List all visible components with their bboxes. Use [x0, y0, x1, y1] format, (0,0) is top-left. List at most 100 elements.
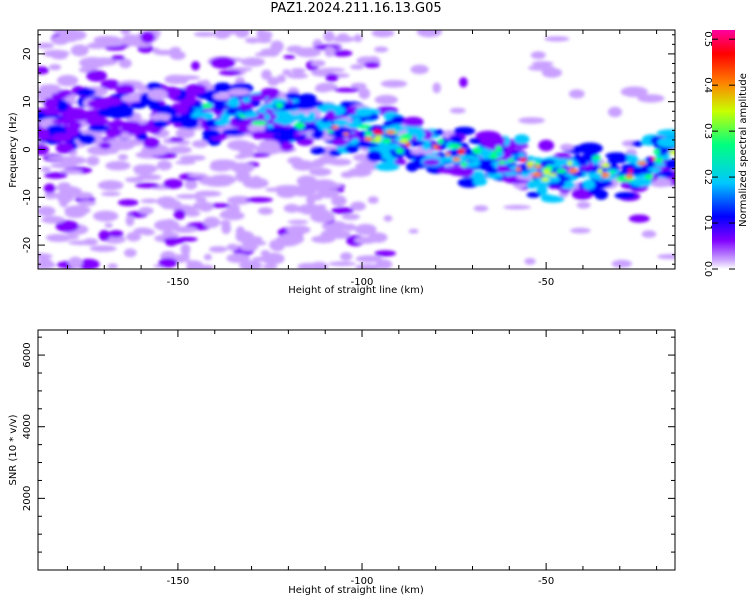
heatmap-noise-blob — [524, 258, 536, 265]
heatmap-ridge-blob — [641, 162, 654, 175]
heatmap-ridge-blob — [251, 130, 267, 140]
heatmap-noise-blob — [43, 49, 70, 58]
heatmap-noise-blob — [154, 219, 180, 232]
heatmap-noise-blob — [432, 82, 441, 94]
heatmap-noise-blob — [260, 30, 273, 39]
heatmap-core-blob — [520, 171, 530, 178]
heatmap-ridge-blob — [63, 107, 87, 118]
heatmap-ridge-blob — [180, 117, 199, 129]
heatmap-peak-blob — [654, 157, 664, 163]
heatmap-peak-blob — [628, 168, 633, 173]
heatmap-noise-blob — [641, 230, 657, 238]
heatmap-ridge-blob — [280, 141, 294, 152]
heatmap-ridge-blob — [46, 124, 66, 134]
heatmap-noise-blob — [198, 201, 214, 212]
heatmap-noise-blob — [117, 154, 129, 161]
heatmap-noise-blob — [341, 213, 360, 220]
heatmap-noise-blob — [331, 207, 354, 214]
heatmap-ridge-blob — [536, 184, 548, 196]
heatmap-noise-blob — [657, 254, 675, 260]
heatmap-noise-blob — [283, 203, 300, 213]
heatmap-noise-blob — [350, 201, 366, 211]
heatmap-noise-blob — [104, 223, 113, 228]
heatmap-noise-blob — [134, 170, 153, 175]
snr-ticks: -150 -100 -50 2000 4000 6000 — [22, 330, 675, 587]
heatmap-ridge-blob — [137, 133, 148, 141]
heatmap-noise-blob — [239, 243, 259, 252]
heatmap-noise-blob — [371, 30, 395, 38]
heatmap-noise-blob — [125, 215, 135, 227]
heatmap-peak-blob — [399, 139, 409, 144]
heatmap-noise-blob — [46, 156, 72, 161]
heatmap-noise-blob — [570, 227, 591, 234]
heatmap-noise-blob — [108, 230, 124, 238]
heatmap-noise-blob — [350, 82, 367, 89]
heatmap-peak-blob — [364, 137, 374, 141]
heatmap-noise-blob — [319, 67, 346, 73]
heatmap-noise-blob — [218, 70, 242, 76]
heatmap-noise-blob — [353, 34, 363, 43]
heatmap-noise-blob — [226, 253, 250, 263]
heatmap-noise-blob — [325, 73, 339, 82]
heatmap-noise-blob — [195, 196, 207, 203]
heatmap-core-blob — [448, 143, 462, 149]
heatmap-ridge-blob — [143, 137, 160, 149]
heatmap-ridge-blob — [148, 100, 161, 111]
heatmap-ridge-blob — [422, 158, 441, 166]
heatmap-noise-blob — [77, 200, 97, 207]
heatmap-ridge-blob — [118, 84, 135, 91]
heatmap-noise-blob — [358, 87, 371, 100]
heatmap-noise-blob — [367, 196, 379, 204]
heatmap-core-blob — [264, 114, 271, 121]
heatmap-ridge-blob — [76, 88, 96, 97]
heatmap-noise-blob — [287, 156, 304, 165]
heatmap-noise-blob — [250, 236, 263, 243]
spectrogram-heatmap — [38, 30, 675, 269]
heatmap-core-blob — [648, 167, 662, 172]
heatmap-ridge-blob — [184, 83, 207, 95]
heatmap-noise-blob — [38, 66, 49, 75]
heatmap-noise-blob — [138, 207, 154, 215]
heatmap-core-blob — [323, 122, 330, 131]
heatmap-peak-blob — [405, 142, 411, 147]
heatmap-ridge-blob — [538, 139, 555, 152]
heatmap-noise-blob — [100, 79, 121, 90]
heatmap-ridge-blob — [247, 123, 266, 133]
heatmap-noise-blob — [101, 191, 121, 197]
heatmap-ridge-blob — [87, 124, 110, 132]
heatmap-noise-blob — [209, 246, 228, 253]
heatmap-peak-blob — [601, 163, 611, 168]
heatmap-core-blob — [530, 157, 543, 162]
heatmap-ridge-blob — [394, 158, 407, 165]
heatmap-ridge-blob — [260, 87, 280, 98]
heatmap-noise-blob — [55, 220, 79, 233]
heatmap-noise-blob — [220, 219, 231, 227]
heatmap-ridge-blob — [513, 134, 530, 145]
heatmap-peak-blob — [598, 168, 603, 174]
heatmap-noise-blob — [410, 64, 429, 75]
heatmap-noise-blob — [324, 46, 336, 58]
heatmap-peak-blob — [526, 161, 535, 167]
y-tick-label: 0 — [22, 146, 33, 152]
heatmap-noise-blob — [163, 237, 186, 245]
heatmap-core-blob — [308, 111, 316, 120]
heatmap-noise-blob — [48, 64, 62, 71]
heatmap-peak-blob — [432, 144, 438, 149]
heatmap-noise-blob — [194, 190, 222, 197]
heatmap-ridge-blob — [582, 179, 596, 190]
heatmap-core-blob — [472, 147, 482, 155]
heatmap-ridge-blob — [656, 129, 675, 137]
heatmap-ridge-blob — [105, 127, 123, 138]
heatmap-core-blob — [267, 124, 274, 129]
heatmap-noise-blob — [544, 36, 570, 42]
heatmap-noise-blob — [40, 166, 51, 173]
heatmap-core-blob — [399, 133, 413, 141]
heatmap-noise-blob — [310, 211, 335, 223]
heatmap-noise-blob — [530, 51, 546, 60]
x-tick-label: -50 — [538, 277, 554, 288]
heatmap-ridge-blob — [57, 89, 73, 97]
heatmap-core-blob — [357, 124, 372, 129]
heatmap-core-blob — [286, 115, 295, 123]
